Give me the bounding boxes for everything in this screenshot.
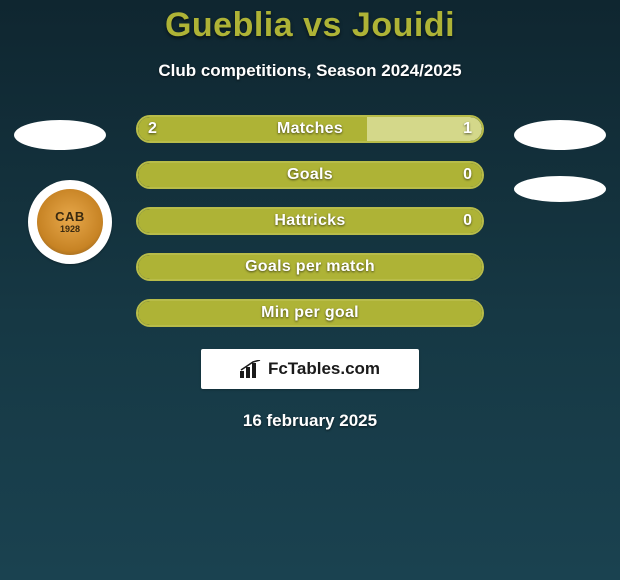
stat-bar: Hattricks0 — [136, 207, 484, 235]
bar-label: Min per goal — [138, 301, 482, 325]
bar-value-left: 2 — [148, 117, 157, 141]
player2-name: Jouidi — [352, 6, 455, 44]
player1-name: Gueblia — [165, 6, 293, 44]
player2-club-placeholder — [514, 176, 606, 202]
club-badge-inner: CAB 1928 — [37, 189, 103, 255]
bar-label: Hattricks — [138, 209, 482, 233]
player2-badge-placeholder — [514, 120, 606, 150]
bars-icon — [240, 360, 262, 378]
footer-date: 16 february 2025 — [0, 411, 620, 431]
bar-label: Matches — [138, 117, 482, 141]
club-badge-year: 1928 — [60, 225, 80, 234]
stat-bar: Goals per match — [136, 253, 484, 281]
player1-badge-placeholder — [14, 120, 106, 150]
stat-bar: Goals0 — [136, 161, 484, 189]
site-logo: FcTables.com — [201, 349, 419, 389]
page-title: Gueblia vs Jouidi — [0, 0, 620, 45]
bar-value-right: 0 — [463, 163, 472, 187]
stat-bar: Matches2 1 — [136, 115, 484, 143]
vs-text: vs — [303, 6, 342, 44]
subtitle: Club competitions, Season 2024/2025 — [0, 61, 620, 81]
bar-value-right: 1 — [463, 117, 472, 141]
bar-value-right: 0 — [463, 209, 472, 233]
bar-label: Goals per match — [138, 255, 482, 279]
club-badge-caption: CAB — [55, 210, 85, 223]
player1-club-badge: CAB 1928 — [28, 180, 112, 264]
logo-text: FcTables.com — [268, 359, 380, 379]
stat-bar: Min per goal — [136, 299, 484, 327]
comparison-card: Gueblia vs Jouidi Club competitions, Sea… — [0, 0, 620, 580]
bar-label: Goals — [138, 163, 482, 187]
